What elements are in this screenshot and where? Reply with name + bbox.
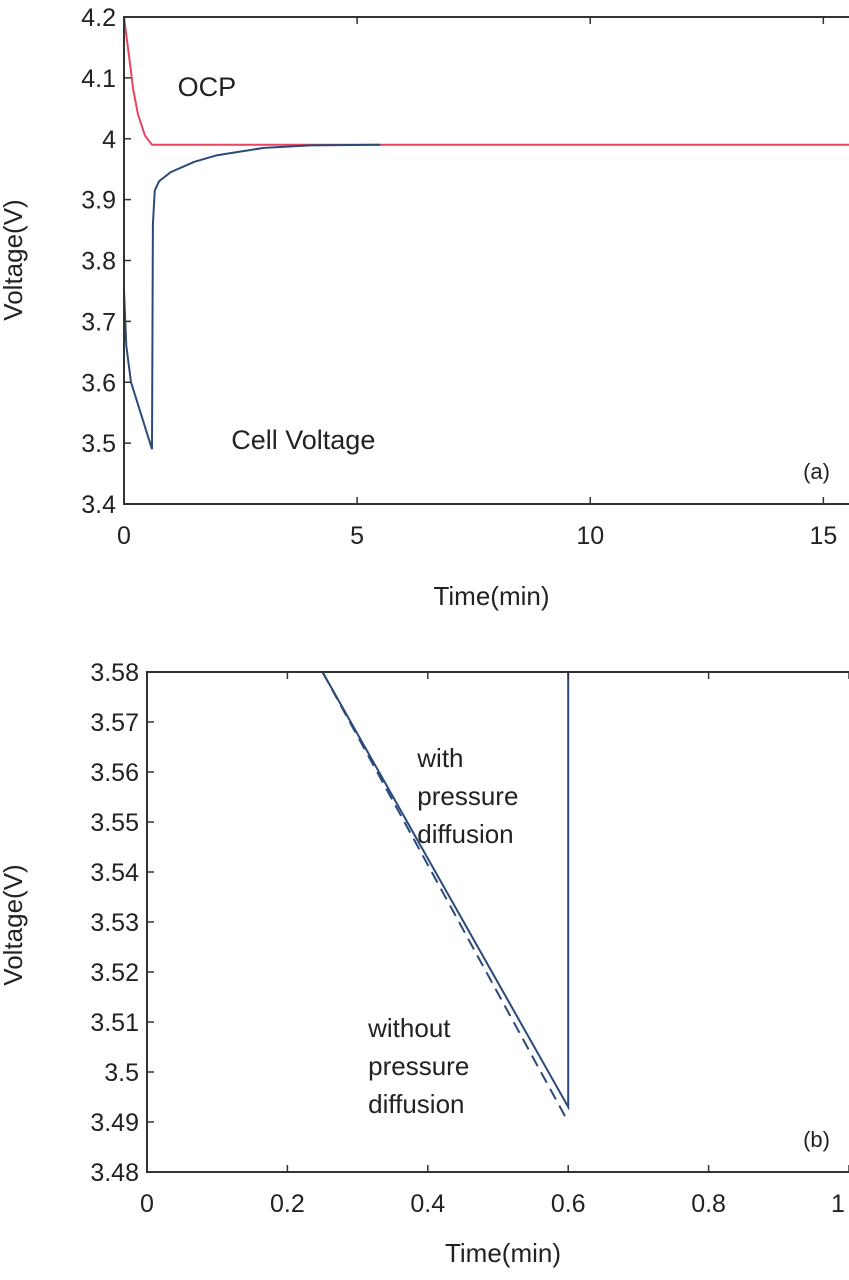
y-tick-label: 4.1 <box>81 65 116 93</box>
annotation-line: without <box>367 1013 451 1043</box>
annotation-line: diffusion <box>368 1089 464 1119</box>
y-axis-label: Voltage(V) <box>0 199 28 320</box>
series-line-with-pressure-diffusion <box>321 672 570 1111</box>
x-tick-label: 1 <box>831 1190 845 1218</box>
y-tick-label: 3.9 <box>81 187 116 215</box>
y-tick-label: 3.48 <box>90 1159 139 1187</box>
annotation-line: with <box>416 743 463 773</box>
x-tick-label: 0.6 <box>551 1190 586 1218</box>
x-axis-label: Time(min) <box>445 1238 561 1268</box>
y-tick-label: 3.7 <box>81 308 116 336</box>
panel-label: (a) <box>803 459 830 484</box>
y-tick-label: 3.6 <box>81 369 116 397</box>
y-tick-label: 3.8 <box>81 248 116 276</box>
panel-b: 0 0.2 0.4 0.6 0.8 1 3.48 3.49 3.5 3.51 3.52 3.53 3.5… <box>0 659 849 1268</box>
x-tick-label: 0 <box>140 1190 154 1218</box>
y-tick-label: 3.53 <box>90 909 139 937</box>
annotation: Cell Voltage <box>231 425 375 455</box>
panel-label: (b) <box>803 1127 830 1152</box>
y-tick-label: 4 <box>102 126 116 154</box>
y-tick-label: 3.52 <box>90 959 139 987</box>
x-tick-label: 10 <box>576 522 604 550</box>
panel-a: 0 5 10 15 3.4 3.5 3.6 3.7 3.8 3.9 4 4.1 4.2 Time(min)… <box>0 4 849 611</box>
annotation-line: diffusion <box>417 819 513 849</box>
y-tick-label: 3.5 <box>81 430 116 458</box>
annotation: OCP <box>178 72 237 102</box>
y-tick-label: 3.56 <box>90 759 139 787</box>
y-axis-label: Voltage(V) <box>0 864 28 985</box>
y-tick-label: 3.49 <box>90 1109 139 1137</box>
x-tick-label: 15 <box>809 522 837 550</box>
y-tick-label: 3.55 <box>90 809 139 837</box>
x-tick-label: 5 <box>350 522 364 550</box>
axes-box <box>146 671 849 1173</box>
series-line-cell-voltage <box>124 143 381 450</box>
y-tick-label: 3.51 <box>90 1009 139 1037</box>
annotation-line: pressure <box>368 1051 469 1081</box>
y-tick-label: 3.58 <box>90 659 139 687</box>
x-axis-label: Time(min) <box>433 581 549 611</box>
series-line-without-pressure-diffusion <box>321 672 570 1123</box>
y-tick-label: 3.5 <box>104 1059 139 1087</box>
y-tick-label: 4.2 <box>81 4 116 32</box>
y-tick-label: 3.54 <box>90 859 139 887</box>
x-tick-label: 0.4 <box>410 1190 445 1218</box>
annotation-line: pressure <box>417 781 518 811</box>
x-tick-label: 0.8 <box>691 1190 726 1218</box>
series-line-ocp <box>124 17 849 146</box>
y-tick-label: 3.57 <box>90 709 139 737</box>
y-tick-label: 3.4 <box>81 491 116 519</box>
x-tick-label: 0.2 <box>270 1190 305 1218</box>
x-tick-label: 0 <box>117 522 131 550</box>
